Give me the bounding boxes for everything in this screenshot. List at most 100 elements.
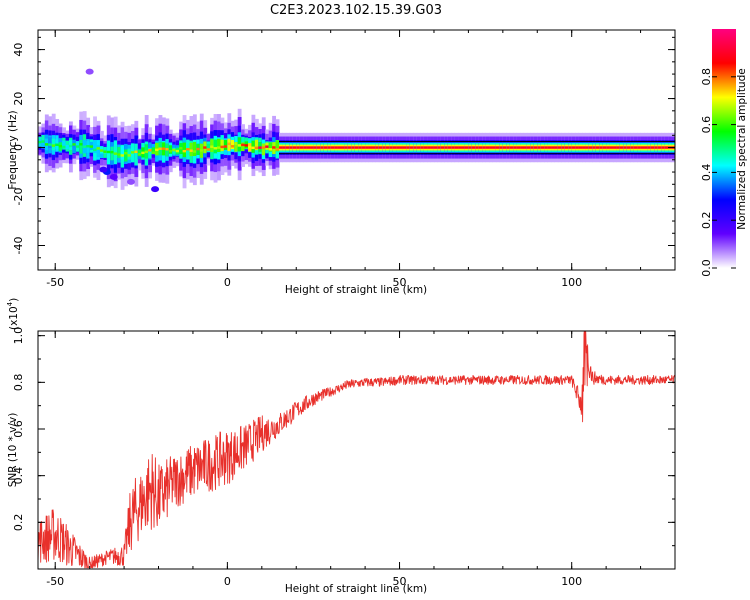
spectrogram-cell (203, 146, 208, 149)
spectrogram-cell (592, 146, 597, 149)
spectrogram-cell (48, 137, 53, 149)
spectrogram-cell (82, 145, 87, 148)
spectrogram-cell (189, 149, 194, 152)
spectrogram-cell (254, 139, 259, 151)
snr-x-tick-label: -50 (46, 575, 64, 588)
spectrogram-cell (51, 144, 56, 147)
figure-title: C2E3.2023.102.15.39.G03 (270, 3, 442, 18)
spectrogram-cell (482, 146, 487, 149)
snr-x-tick-label: 50 (393, 575, 407, 588)
spectrogram-cell (165, 148, 170, 151)
spectrogram-cell (323, 146, 328, 149)
colorbar-tick-label: 0.6 (700, 116, 713, 134)
spectrogram-cell (440, 146, 445, 149)
spectrogram-cell (523, 146, 528, 149)
spectrogram-cell (254, 146, 259, 150)
spectrogram-cell (265, 145, 270, 148)
spectrogram-cell (220, 139, 225, 152)
spectrogram-cell (485, 146, 490, 149)
spectrogram-cell (526, 146, 531, 149)
spectrogram-cell (134, 150, 139, 154)
spectrogram-cell (310, 146, 314, 149)
spectrogram-cell (516, 146, 521, 149)
snr-multiplier-prefix: (x10 (8, 306, 20, 330)
spectrogram-cell (106, 150, 111, 154)
spectrogram-cell (75, 141, 80, 148)
spectrogram-cell (492, 146, 497, 149)
spectrogram-x-tick-label: -50 (46, 276, 64, 289)
spectrogram-cell (606, 146, 610, 149)
spectrogram-cell (117, 147, 122, 158)
spectrogram-blob (99, 166, 108, 173)
spectrogram-cell (588, 146, 593, 149)
spectrogram-cell (427, 146, 431, 149)
spectrogram-cell (113, 152, 118, 155)
snr-y-tick-label: 0.4 (12, 467, 25, 485)
spectrogram-cell (151, 151, 156, 154)
spectrogram-cell (62, 140, 66, 148)
spectrogram-cell (341, 146, 345, 149)
snr-x-axis-label: Height of straight line (km) (285, 583, 427, 595)
spectrogram-y-tick-label: -20 (12, 188, 25, 206)
snr-y-tick-label: 0.2 (12, 514, 25, 532)
spectrogram-cell (447, 146, 452, 149)
spectrogram-cell (220, 145, 225, 149)
spectrogram-cell (182, 142, 187, 158)
spectrogram-cell (316, 146, 321, 149)
spectrogram-cell (616, 146, 621, 149)
spectrogram-cell (416, 146, 421, 149)
snr-series-line (38, 331, 675, 569)
spectrogram-cell (144, 150, 149, 154)
spectrogram-cell (79, 139, 84, 154)
spectrogram-cell (502, 146, 507, 149)
spectrogram-cell (217, 138, 221, 153)
spectrogram-cell (640, 146, 645, 149)
spectrogram-cell (93, 148, 97, 152)
spectrogram-cell (258, 146, 263, 149)
spectrogram-cell (244, 144, 249, 147)
spectrogram-cell (99, 149, 104, 152)
spectrogram-cell (619, 146, 624, 149)
spectrogram-cell (554, 146, 559, 149)
spectrogram-cell (378, 146, 383, 149)
spectrogram-cell (206, 148, 211, 151)
snr-multiplier-label: (x104) (6, 298, 20, 330)
spectrogram-cell (282, 146, 287, 149)
spectrogram-cell (430, 146, 435, 149)
spectrogram-cell (361, 146, 366, 149)
spectrogram-cell (358, 146, 363, 149)
spectrogram-cell (96, 147, 101, 150)
spectrogram-cell (396, 146, 400, 149)
spectrogram-cell (192, 150, 197, 153)
spectrogram-cell (151, 147, 156, 154)
spectrogram-cell (223, 140, 228, 151)
spectrogram-cell (454, 146, 459, 149)
colorbar-tick-label: 0.8 (700, 68, 713, 86)
spectrogram-cell (389, 146, 394, 149)
spectrogram-cell (248, 145, 252, 149)
spectrogram-cell (175, 149, 180, 153)
spectrogram-blob (109, 173, 118, 180)
spectrogram-cell (275, 148, 280, 151)
spectrogram-cell (347, 146, 352, 149)
spectrogram-cell (120, 154, 125, 157)
spectrogram-cell (334, 146, 338, 149)
spectrogram-cell (241, 142, 245, 152)
spectrogram-cell (303, 146, 307, 149)
spectrogram-cell (172, 148, 177, 152)
spectrogram-cell (137, 153, 142, 156)
spectrogram-cell (544, 146, 548, 149)
spectrogram-cell (392, 146, 397, 149)
spectrogram-cell (371, 146, 376, 149)
spectrogram-cell (117, 153, 122, 156)
colorbar: 0.0 0.2 0.4 0.6 0.8 Normalized spectral ampl… (700, 29, 748, 277)
spectrogram-cell (547, 146, 552, 149)
spectrogram-cell (158, 147, 163, 150)
spectrogram-cell (657, 146, 662, 149)
spectrogram-panel: -50 0 50 100 -40 -20 0 20 40 Height of straight … (7, 29, 676, 296)
spectrogram-cell (230, 140, 235, 150)
spectrogram-cell (564, 146, 569, 149)
spectrogram-cell (186, 148, 190, 151)
spectrogram-cell (261, 146, 266, 149)
